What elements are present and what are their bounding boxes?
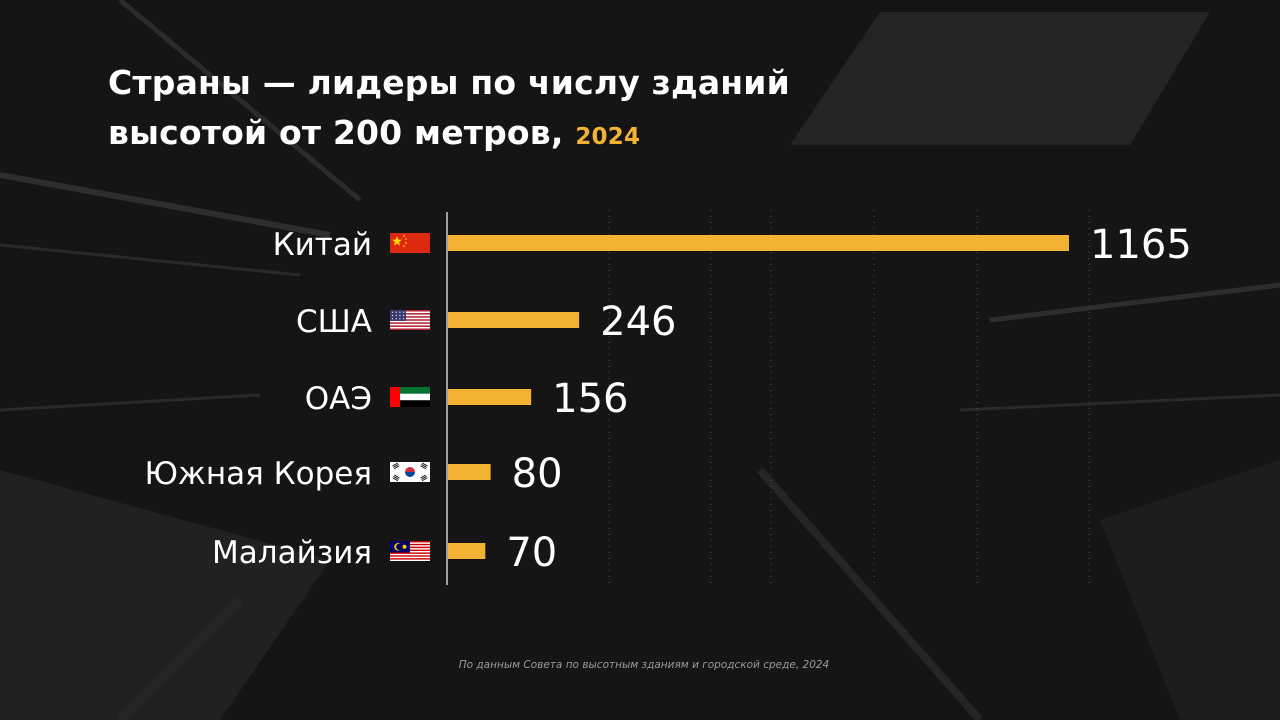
title-line-1: Страны — лидеры по числу зданий (108, 63, 790, 102)
bar (448, 389, 532, 405)
category-label: Южная Корея (144, 456, 372, 492)
category-label: Китай (273, 227, 372, 263)
bar-value-label: 1165 (1090, 222, 1192, 268)
title-year: 2024 (575, 124, 641, 150)
bar-value-label: 70 (506, 530, 557, 576)
bar (448, 312, 580, 328)
bar-value-label: 156 (552, 376, 628, 422)
malaysia-flag-icon (390, 541, 430, 561)
bar-value-label: 80 (512, 451, 563, 497)
uae-flag-icon (390, 387, 430, 407)
bar-value-label: 246 (600, 299, 676, 345)
chart-title: Страны — лидеры по числу зданий высотой … (108, 58, 790, 162)
category-label: Малайзия (212, 535, 372, 571)
category-label: ОАЭ (305, 381, 372, 417)
bar (448, 235, 1069, 251)
bar (448, 543, 486, 559)
source-note: По данным Совета по высотным зданиям и г… (458, 659, 830, 671)
usa-flag-icon (390, 310, 430, 330)
title-line-2: высотой от 200 метров, (108, 113, 564, 152)
south-korea-flag-icon (390, 462, 430, 482)
bar (448, 464, 491, 480)
china-flag-icon (390, 233, 430, 253)
category-label: США (296, 304, 372, 340)
